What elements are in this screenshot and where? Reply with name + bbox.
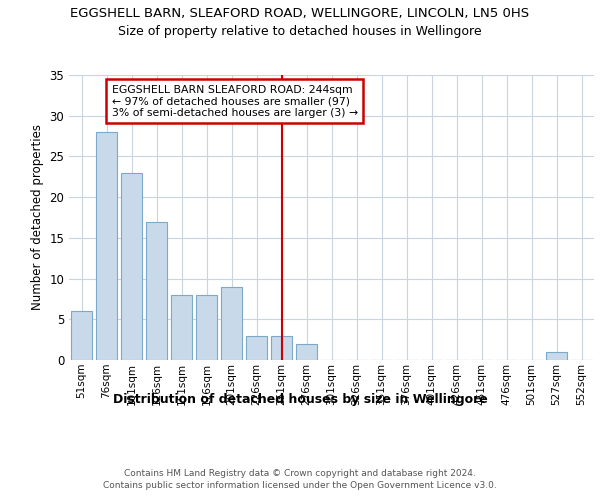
Bar xyxy=(196,295,217,360)
Text: Contains HM Land Registry data © Crown copyright and database right 2024.: Contains HM Land Registry data © Crown c… xyxy=(124,469,476,478)
Bar xyxy=(271,336,292,360)
Bar xyxy=(171,295,192,360)
Text: Size of property relative to detached houses in Wellingore: Size of property relative to detached ho… xyxy=(118,25,482,38)
Bar xyxy=(121,172,142,360)
Bar xyxy=(246,336,267,360)
Bar xyxy=(71,311,92,360)
Bar xyxy=(146,222,167,360)
Bar xyxy=(221,286,242,360)
Text: EGGSHELL BARN, SLEAFORD ROAD, WELLINGORE, LINCOLN, LN5 0HS: EGGSHELL BARN, SLEAFORD ROAD, WELLINGORE… xyxy=(70,8,530,20)
Text: Contains public sector information licensed under the Open Government Licence v3: Contains public sector information licen… xyxy=(103,481,497,490)
Bar xyxy=(296,344,317,360)
Y-axis label: Number of detached properties: Number of detached properties xyxy=(31,124,44,310)
Bar xyxy=(546,352,567,360)
Text: Distribution of detached houses by size in Wellingore: Distribution of detached houses by size … xyxy=(113,392,487,406)
Bar xyxy=(96,132,117,360)
Text: EGGSHELL BARN SLEAFORD ROAD: 244sqm
← 97% of detached houses are smaller (97)
3%: EGGSHELL BARN SLEAFORD ROAD: 244sqm ← 97… xyxy=(112,85,358,118)
